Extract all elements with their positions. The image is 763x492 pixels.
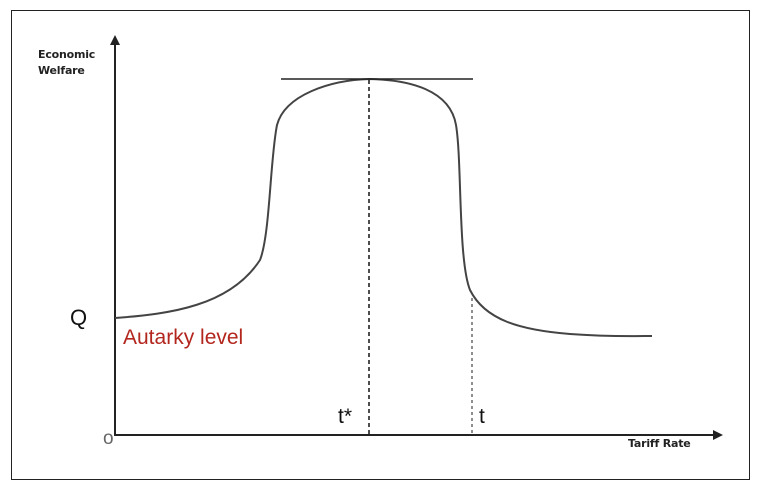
- autarky-level-label: Autarky level: [123, 326, 244, 349]
- origin-label: o: [103, 428, 114, 449]
- t-star-label: t*: [338, 405, 353, 428]
- t-label: t: [479, 405, 485, 428]
- y-axis-title-line2: Welfare: [38, 64, 85, 77]
- q-label: Q: [70, 305, 88, 330]
- figure-frame: [11, 10, 750, 480]
- welfare-curve: [114, 77, 653, 338]
- x-axis-title: Tariff Rate: [628, 437, 691, 450]
- y-axis-title-line1: Economic: [38, 48, 96, 61]
- y-axis-title: Economic Welfare: [38, 47, 95, 79]
